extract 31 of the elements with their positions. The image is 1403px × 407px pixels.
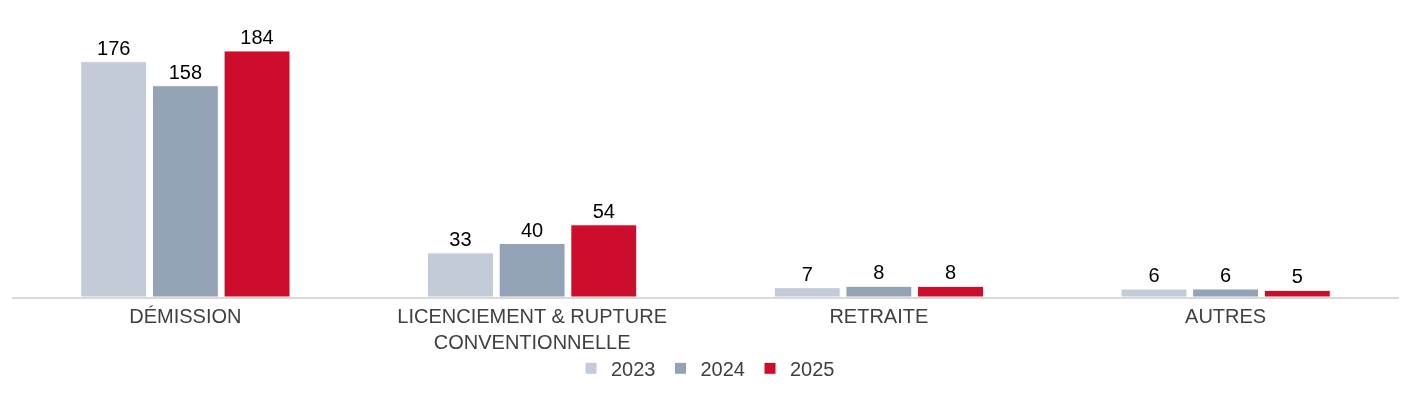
data-label: 158 — [168, 60, 203, 83]
bar — [151, 85, 219, 297]
x-tick-label: AUTRES — [1185, 305, 1267, 327]
bar — [80, 61, 148, 297]
data-label: 8 — [873, 261, 885, 284]
bar — [1192, 288, 1260, 297]
bar — [1263, 289, 1331, 297]
bar — [427, 252, 494, 297]
x-tick-label: LICENCIEMENT & RUPTURE CONVENTIONNELLE — [397, 305, 667, 353]
data-label: 8 — [944, 261, 957, 284]
data-label: 5 — [1291, 265, 1303, 288]
bar — [1120, 288, 1188, 297]
bar — [223, 50, 291, 297]
bar — [498, 243, 566, 297]
data-label: 7 — [801, 262, 813, 285]
data-label: 54 — [592, 199, 615, 222]
x-tick-label: RETRAITE — [829, 305, 929, 327]
bar — [773, 287, 841, 297]
legend-label: 2025 — [790, 358, 835, 381]
legend-label: 2023 — [611, 358, 656, 381]
bar — [845, 285, 913, 297]
data-label: 6 — [1220, 263, 1232, 286]
data-label: 184 — [240, 25, 274, 48]
data-label: 33 — [449, 227, 472, 250]
data-label: 40 — [521, 218, 544, 241]
data-label: 176 — [97, 36, 131, 59]
x-tick-label: DÉMISSION — [129, 305, 242, 327]
bar — [917, 285, 984, 297]
data-label: 6 — [1148, 263, 1160, 286]
legend-label: 2024 — [700, 358, 745, 381]
bar — [570, 224, 638, 297]
